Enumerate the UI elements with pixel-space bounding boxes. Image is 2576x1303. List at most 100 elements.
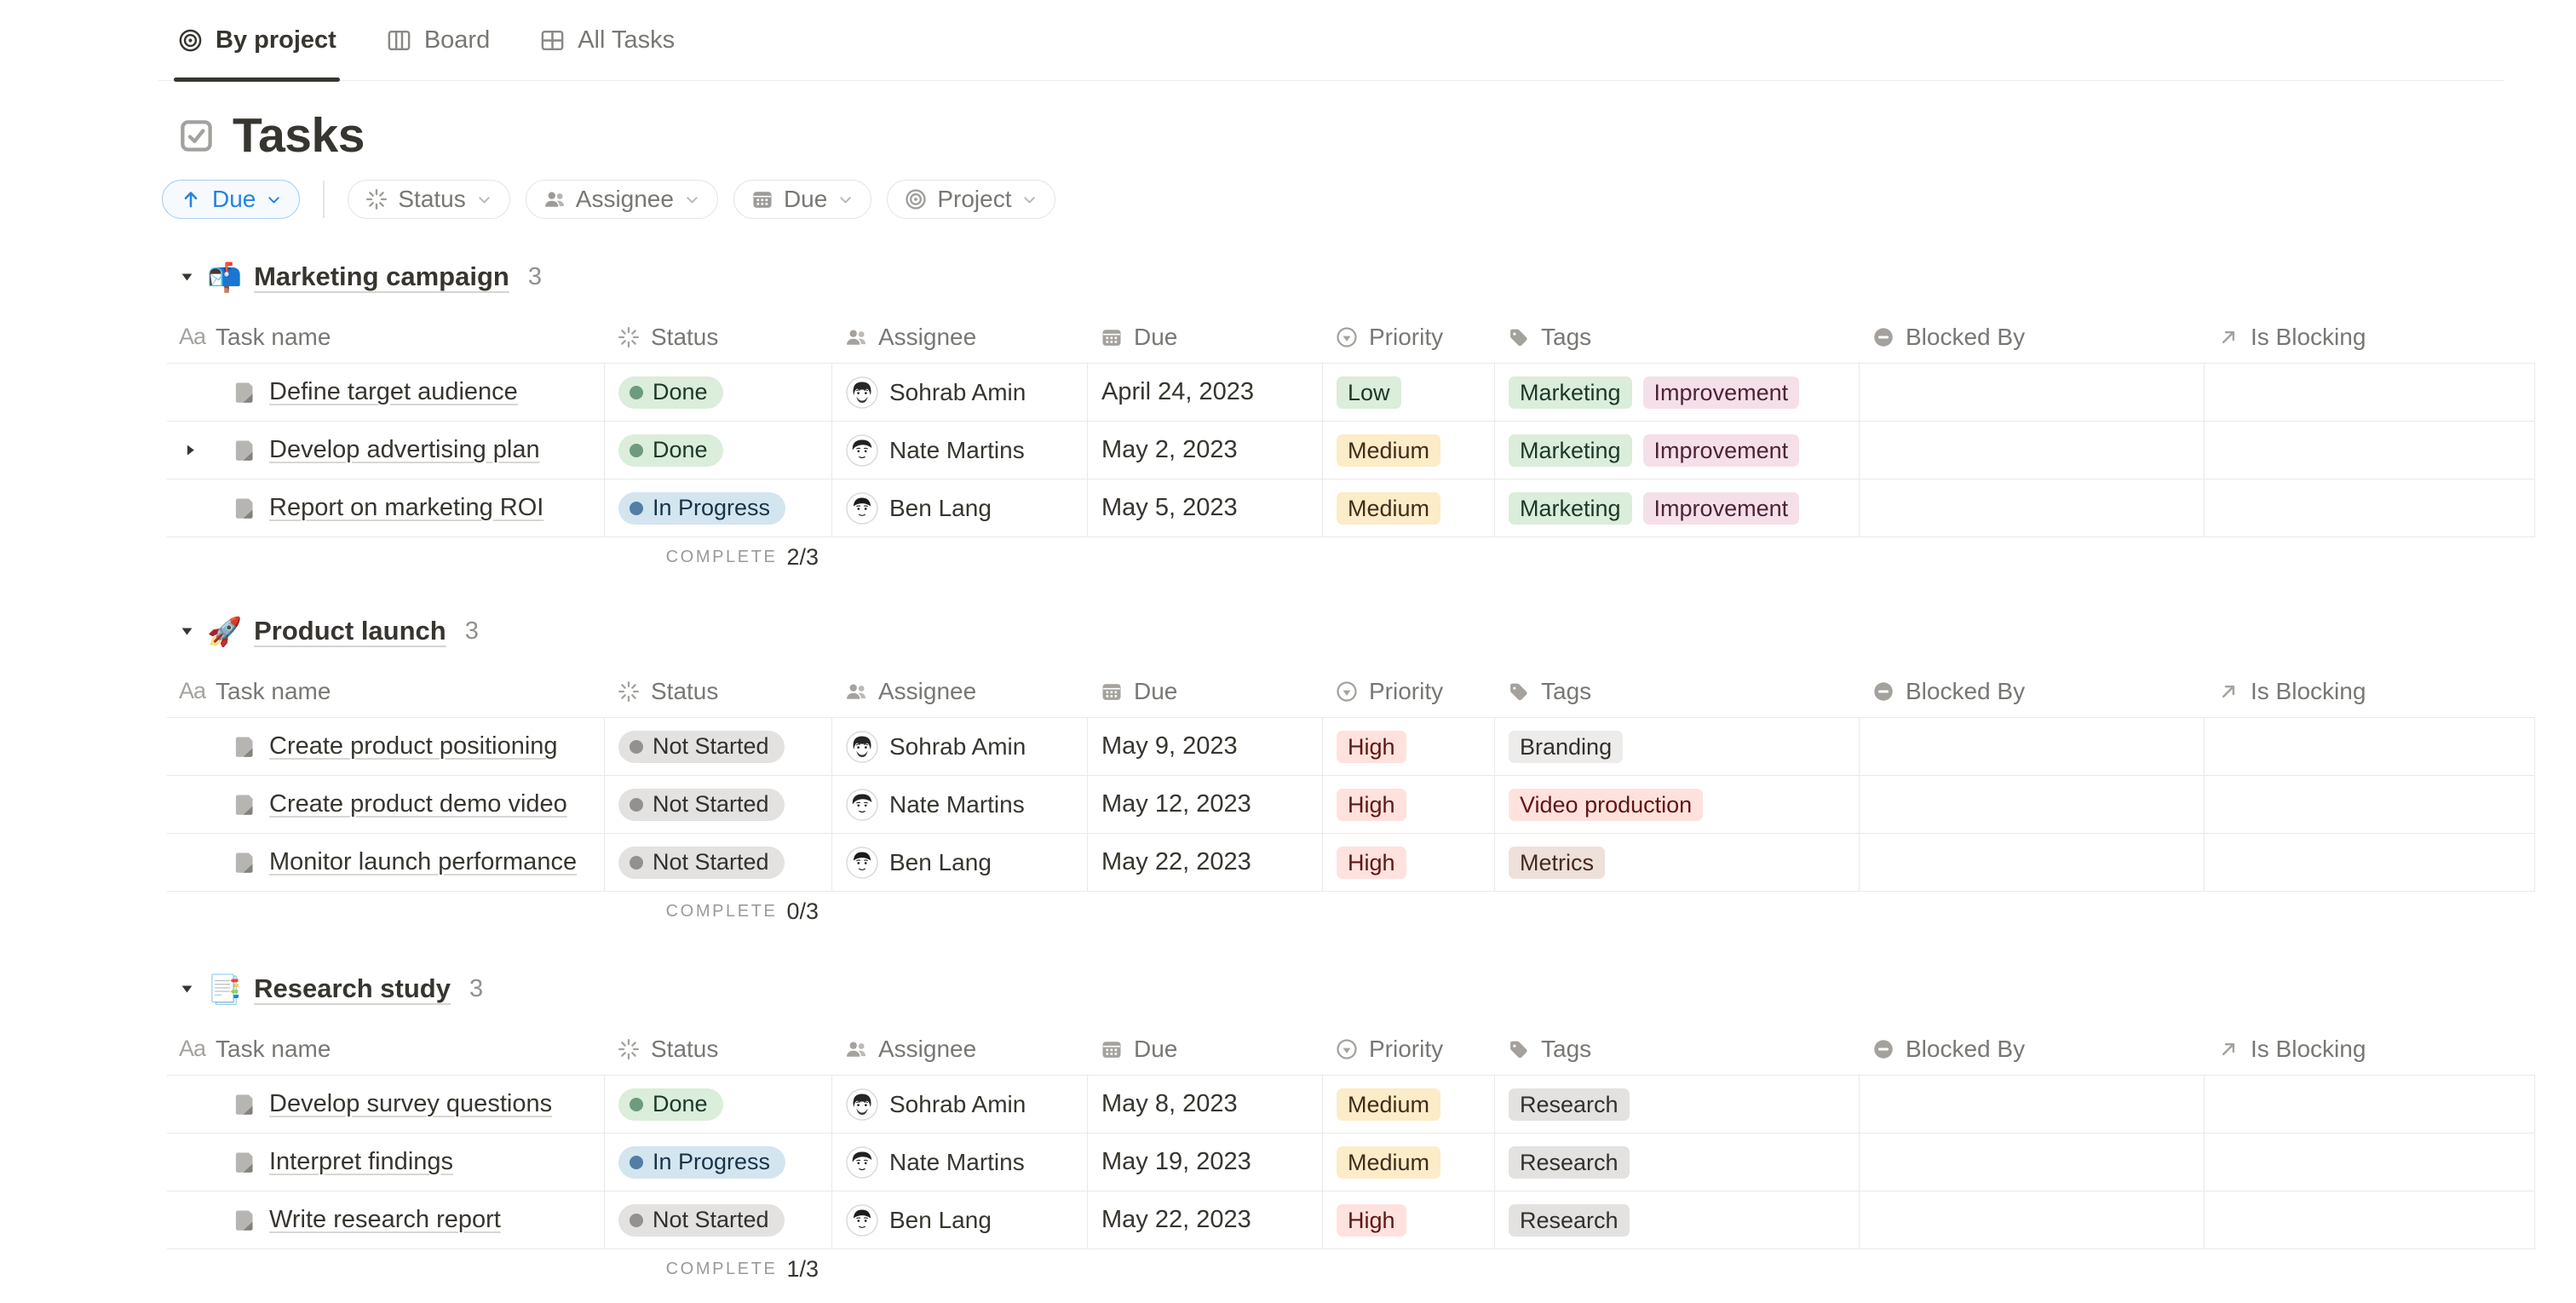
status-pill[interactable]: Done	[618, 1088, 723, 1121]
tags-cell[interactable]: Branding	[1495, 718, 1860, 775]
blocked-by-cell[interactable]	[1860, 479, 2205, 537]
tag-badge-improvement[interactable]: Improvement	[1642, 491, 1800, 525]
status-cell[interactable]: Not Started	[605, 776, 832, 833]
tag-badge-video-production[interactable]: Video production	[1509, 788, 1704, 821]
status-cell[interactable]: Not Started	[605, 834, 832, 891]
tags-cell[interactable]: Marketing Improvement	[1495, 479, 1860, 537]
collapse-triangle-icon[interactable]	[179, 623, 195, 640]
task-name-cell[interactable]: Write research report	[167, 1191, 605, 1248]
column-header-status[interactable]: Status	[605, 311, 832, 363]
expand-triangle-icon[interactable]	[182, 442, 232, 458]
assignee-cell[interactable]: Ben Lang	[832, 479, 1088, 537]
column-header-task-name[interactable]: Aa Task name	[167, 311, 605, 363]
task-name[interactable]: Monitor launch performance	[269, 848, 578, 875]
assignee-cell[interactable]: Sohrab Amin	[832, 364, 1088, 421]
due-cell[interactable]: May 12, 2023	[1088, 776, 1323, 833]
column-header-tags[interactable]: Tags	[1495, 1023, 1860, 1075]
due-cell[interactable]: May 8, 2023	[1088, 1076, 1323, 1133]
priority-cell[interactable]: High	[1323, 834, 1495, 891]
due-cell[interactable]: May 5, 2023	[1088, 479, 1323, 537]
priority-badge[interactable]: Medium	[1337, 433, 1441, 467]
assignee-cell[interactable]: Ben Lang	[832, 1191, 1088, 1248]
assignee-cell[interactable]: Sohrab Amin	[832, 718, 1088, 775]
status-cell[interactable]: In Progress	[605, 479, 832, 537]
priority-cell[interactable]: Medium	[1323, 479, 1495, 537]
due-cell[interactable]: May 22, 2023	[1088, 834, 1323, 891]
task-name-cell[interactable]: Develop advertising plan	[167, 422, 605, 479]
tags-cell[interactable]: Marketing Improvement	[1495, 364, 1860, 421]
tag-badge-research[interactable]: Research	[1509, 1088, 1630, 1121]
collapse-triangle-icon[interactable]	[179, 981, 195, 997]
column-header-due[interactable]: Due	[1088, 311, 1323, 363]
is-blocking-cell[interactable]	[2205, 364, 2535, 421]
column-header-blocked-by[interactable]: Blocked By	[1860, 311, 2205, 363]
tab-board[interactable]: Board	[386, 0, 490, 80]
task-name-cell[interactable]: Create product positioning	[167, 718, 605, 775]
is-blocking-cell[interactable]	[2205, 776, 2535, 833]
priority-cell[interactable]: Medium	[1323, 422, 1495, 479]
task-name[interactable]: Write research report	[269, 1206, 501, 1233]
status-pill[interactable]: Not Started	[618, 730, 785, 763]
column-header-tags[interactable]: Tags	[1495, 311, 1860, 363]
priority-cell[interactable]: Low	[1323, 364, 1495, 421]
priority-badge[interactable]: High	[1337, 730, 1406, 763]
priority-badge[interactable]: Medium	[1337, 1088, 1441, 1121]
is-blocking-cell[interactable]	[2205, 1076, 2535, 1133]
status-cell[interactable]: Not Started	[605, 1191, 832, 1248]
is-blocking-cell[interactable]	[2205, 1134, 2535, 1191]
status-pill[interactable]: Not Started	[618, 846, 785, 879]
column-header-priority[interactable]: Priority	[1323, 311, 1495, 363]
status-pill[interactable]: In Progress	[618, 491, 786, 525]
column-header-assignee[interactable]: Assignee	[832, 1023, 1088, 1075]
blocked-by-cell[interactable]	[1860, 1134, 2205, 1191]
status-cell[interactable]: Done	[605, 364, 832, 421]
priority-cell[interactable]: High	[1323, 776, 1495, 833]
task-name-cell[interactable]: Create product demo video	[167, 776, 605, 833]
filter-pill-status[interactable]: Status	[348, 180, 510, 219]
collapse-triangle-icon[interactable]	[179, 269, 195, 285]
blocked-by-cell[interactable]	[1860, 1191, 2205, 1248]
task-name[interactable]: Report on marketing ROI	[269, 494, 544, 521]
is-blocking-cell[interactable]	[2205, 718, 2535, 775]
status-pill[interactable]: Not Started	[618, 1203, 785, 1237]
status-pill[interactable]: In Progress	[618, 1145, 786, 1179]
task-name[interactable]: Interpret findings	[269, 1148, 454, 1175]
column-header-tags[interactable]: Tags	[1495, 665, 1860, 717]
priority-cell[interactable]: High	[1323, 718, 1495, 775]
tag-badge-branding[interactable]: Branding	[1509, 730, 1624, 763]
assignee-cell[interactable]: Sohrab Amin	[832, 1076, 1088, 1133]
priority-badge[interactable]: Low	[1337, 376, 1401, 409]
tags-cell[interactable]: Research	[1495, 1134, 1860, 1191]
task-name[interactable]: Define target audience	[269, 378, 518, 405]
priority-badge[interactable]: Medium	[1337, 491, 1441, 525]
status-cell[interactable]: In Progress	[605, 1134, 832, 1191]
tab-all-tasks[interactable]: All Tasks	[539, 0, 675, 80]
tag-badge-research[interactable]: Research	[1509, 1203, 1630, 1237]
task-name-cell[interactable]: Define target audience	[167, 364, 605, 421]
assignee-cell[interactable]: Ben Lang	[832, 834, 1088, 891]
tag-badge-marketing[interactable]: Marketing	[1509, 376, 1632, 409]
column-header-assignee[interactable]: Assignee	[832, 665, 1088, 717]
complete-summary[interactable]: COMPLETE 0/3	[167, 892, 832, 931]
column-header-due[interactable]: Due	[1088, 665, 1323, 717]
task-name[interactable]: Develop advertising plan	[269, 436, 540, 463]
filter-pill-due[interactable]: Due	[733, 180, 872, 219]
due-cell[interactable]: April 24, 2023	[1088, 364, 1323, 421]
column-header-is-blocking[interactable]: Is Blocking	[2205, 665, 2535, 717]
column-header-priority[interactable]: Priority	[1323, 1023, 1495, 1075]
is-blocking-cell[interactable]	[2205, 479, 2535, 537]
blocked-by-cell[interactable]	[1860, 1076, 2205, 1133]
column-header-blocked-by[interactable]: Blocked By	[1860, 665, 2205, 717]
priority-cell[interactable]: Medium	[1323, 1076, 1495, 1133]
is-blocking-cell[interactable]	[2205, 834, 2535, 891]
sort-pill-due[interactable]: Due	[162, 180, 301, 219]
assignee-cell[interactable]: Nate Martins	[832, 422, 1088, 479]
column-header-priority[interactable]: Priority	[1323, 665, 1495, 717]
task-name[interactable]: Create product demo video	[269, 790, 567, 818]
status-cell[interactable]: Done	[605, 1076, 832, 1133]
due-cell[interactable]: May 2, 2023	[1088, 422, 1323, 479]
due-cell[interactable]: May 22, 2023	[1088, 1191, 1323, 1248]
filter-pill-project[interactable]: Project	[887, 180, 1056, 219]
blocked-by-cell[interactable]	[1860, 364, 2205, 421]
task-name-cell[interactable]: Interpret findings	[167, 1134, 605, 1191]
